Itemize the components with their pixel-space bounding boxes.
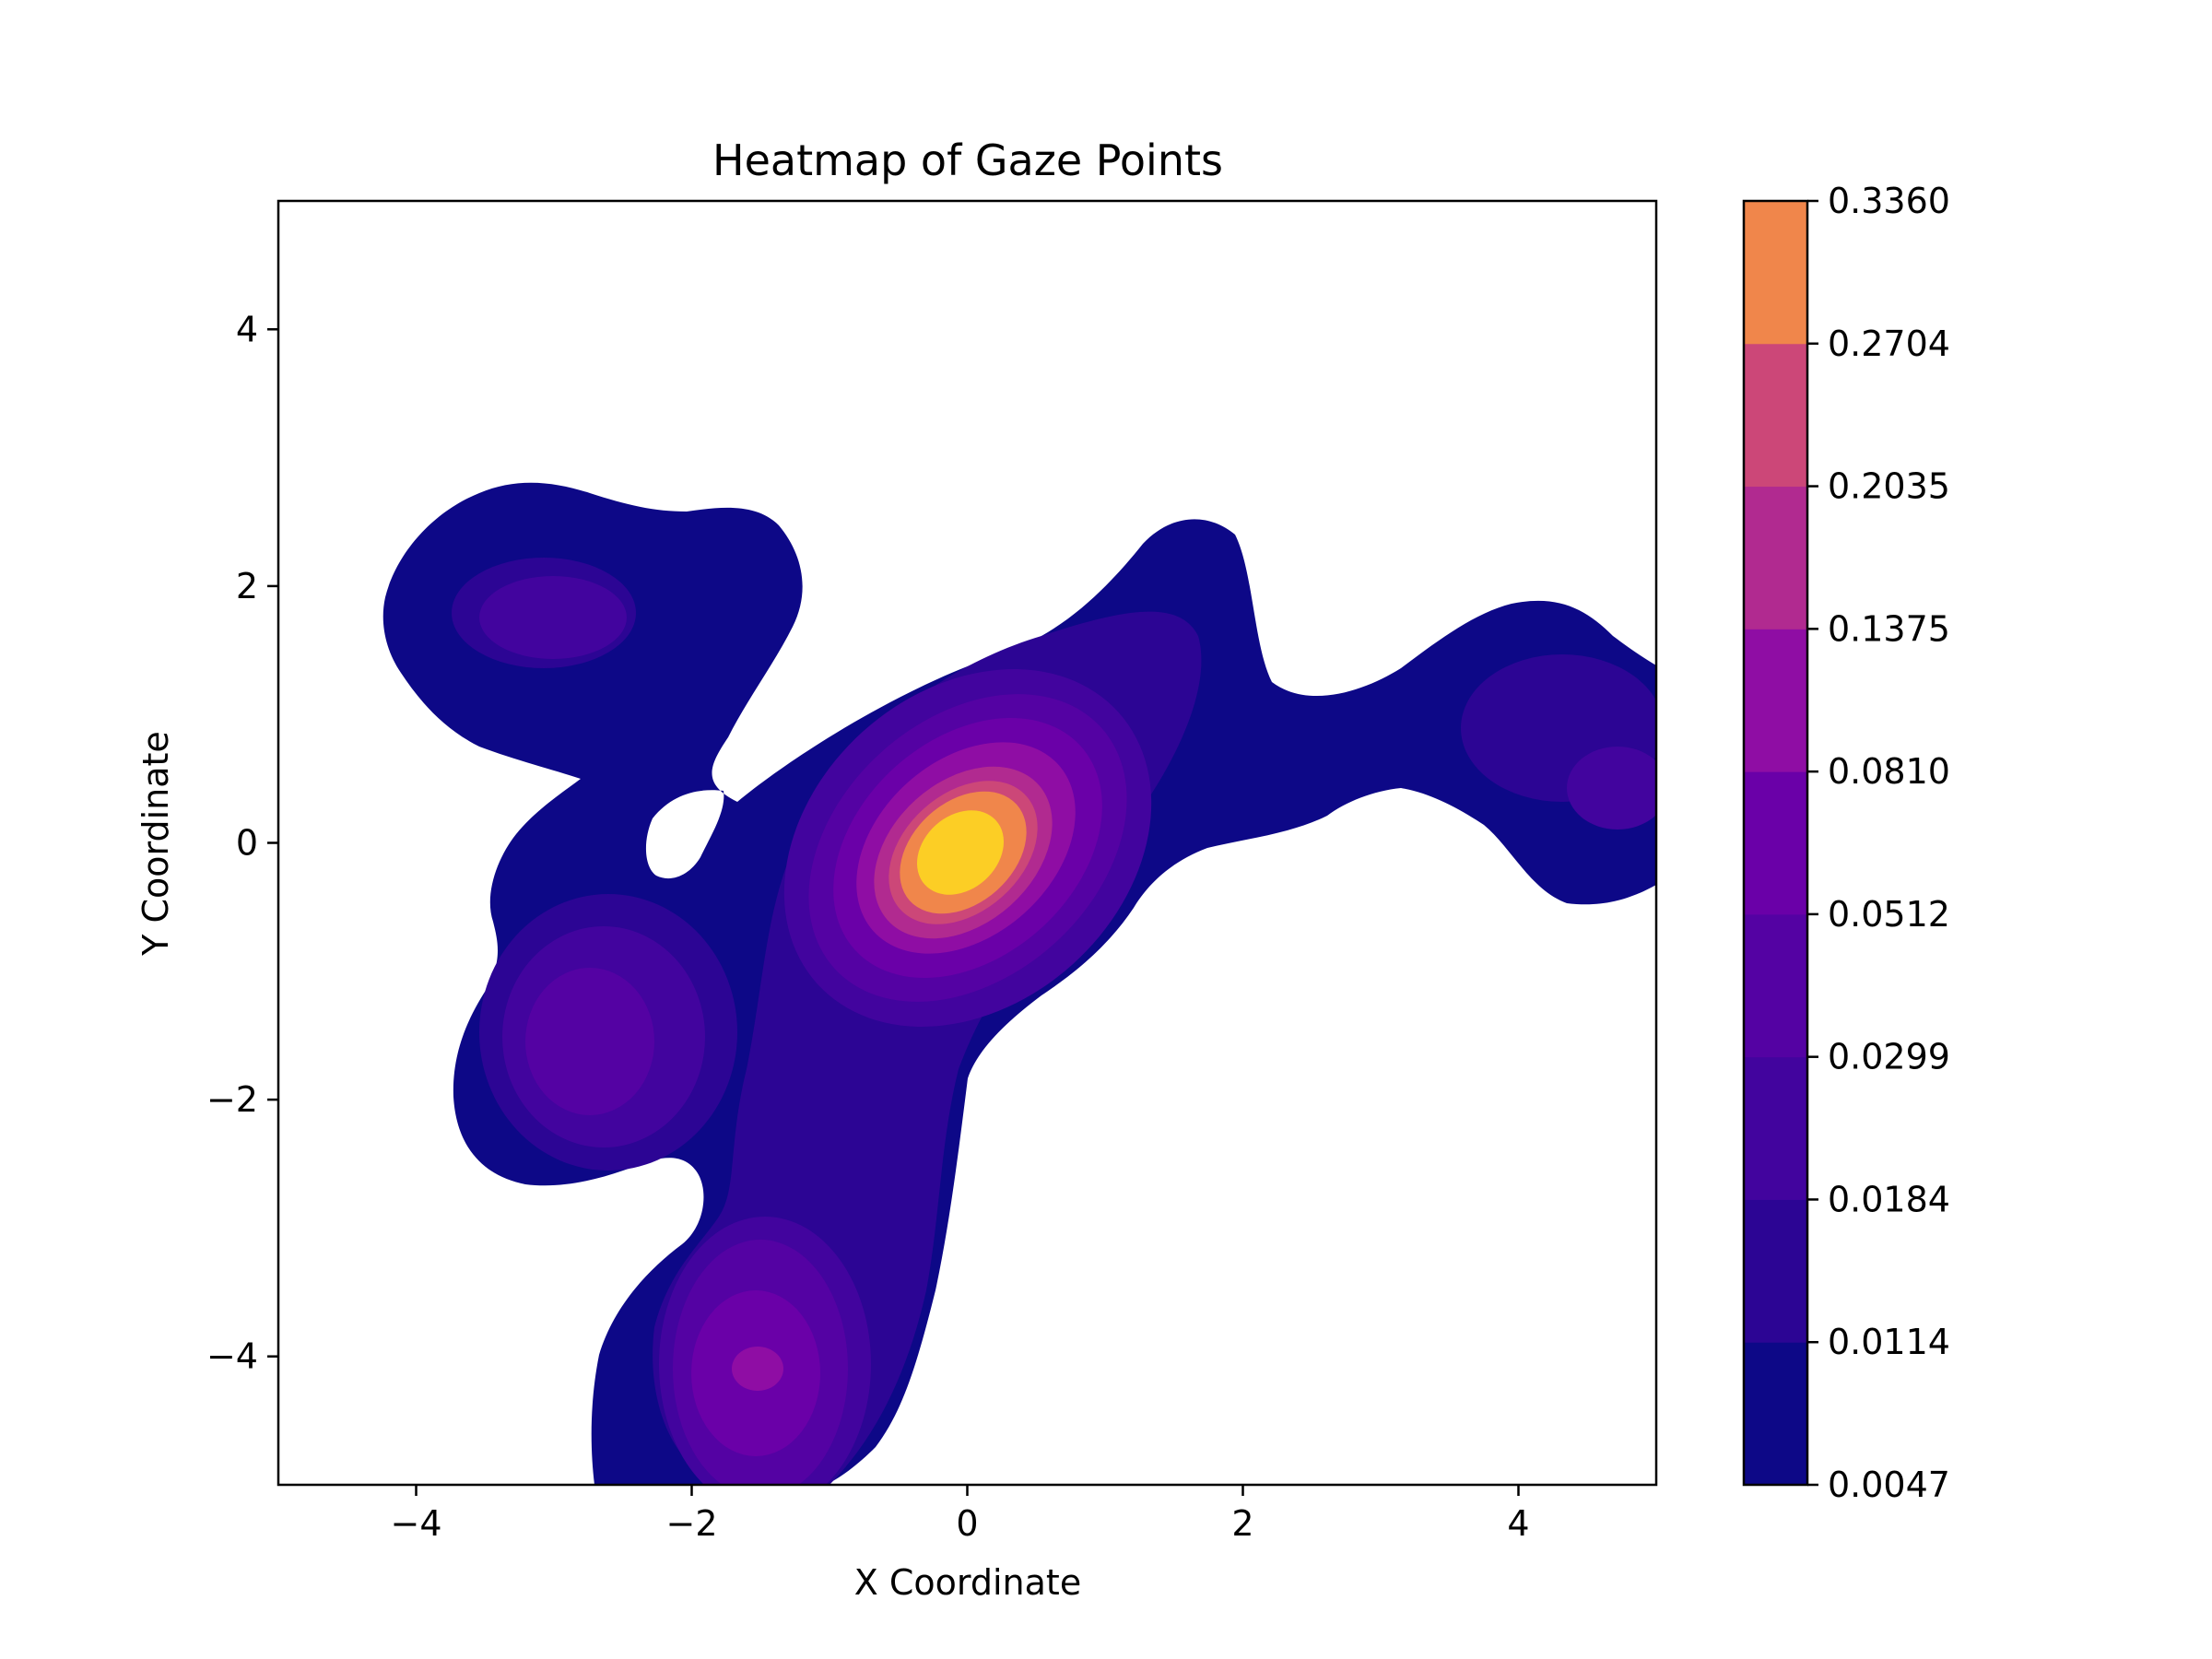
colorbar: 0.0047 0.0114 0.0184 0.0299 0.0512 0.0810 0.13… (1742, 181, 1950, 1505)
colorbar-segment (1744, 1342, 1807, 1486)
x-tick-label: −4 (390, 1503, 441, 1544)
colorbar-tick-label: 0.0047 (1828, 1465, 1950, 1505)
x-tick-label: 2 (1231, 1503, 1253, 1544)
colorbar-tick-label: 0.1375 (1828, 608, 1950, 649)
colorbar-tick-label: 0.0810 (1828, 751, 1950, 792)
y-tick-label: −2 (206, 1079, 258, 1120)
colorbar-tick-label: 0.0299 (1828, 1037, 1950, 1077)
y-axis-label: Y Coordinate (135, 731, 176, 957)
colorbar-segment (1744, 913, 1807, 1058)
x-axis-label: X Coordinate (854, 1562, 1081, 1603)
x-tick-label: −2 (665, 1503, 717, 1544)
colorbar-tick-label: 0.2035 (1828, 466, 1950, 507)
y-tick-label: −4 (206, 1336, 258, 1377)
x-tick-label: 0 (956, 1503, 978, 1544)
x-axis-ticks: −4 −2 0 2 4 (390, 1485, 1530, 1544)
colorbar-tick-label: 0.0114 (1828, 1322, 1950, 1362)
y-axis-ticks: −4 −2 0 2 4 (206, 309, 278, 1377)
colorbar-tick-label: 0.0184 (1828, 1179, 1950, 1219)
y-tick-label: 0 (236, 823, 258, 864)
chart-title: Heatmap of Gaze Points (712, 135, 1223, 185)
colorbar-tick-label: 0.0512 (1828, 894, 1950, 935)
colorbar-segment (1744, 629, 1807, 772)
density-contours (382, 482, 1656, 1485)
x-tick-label: 4 (1507, 1503, 1529, 1544)
colorbar-segment (1744, 1056, 1807, 1200)
colorbar-tick-label: 0.2704 (1828, 324, 1950, 364)
colorbar-frame (1742, 199, 1809, 1487)
y-tick-label: 4 (236, 309, 258, 349)
colorbar-segment (1744, 771, 1807, 915)
colorbar-segment (1744, 486, 1807, 629)
y-tick-label: 2 (236, 566, 258, 606)
colorbar-segment (1744, 343, 1807, 488)
contour-band-9 (916, 810, 1005, 895)
colorbar-segment (1744, 201, 1807, 345)
colorbar-segment (1744, 1199, 1807, 1343)
colorbar-tick-label: 0.3360 (1828, 181, 1950, 221)
